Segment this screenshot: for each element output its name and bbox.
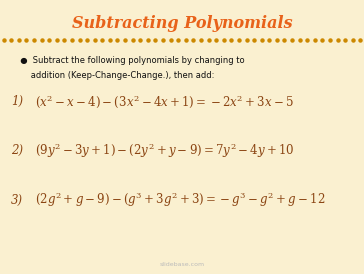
Text: $(9y^2 - 3y + 1) - (2y^2 + y - 9) = 7y^2 - 4y + 10$: $(9y^2 - 3y + 1) - (2y^2 + y - 9) = 7y^2… — [35, 141, 294, 160]
Text: 1): 1) — [11, 95, 23, 108]
Text: 2): 2) — [11, 144, 23, 157]
Text: 3): 3) — [11, 193, 23, 207]
Text: ●  Subtract the following polynomials by changing to: ● Subtract the following polynomials by … — [15, 56, 244, 65]
Text: $(2g^2 + g - 9) - (g^3 + 3g^2 + 3) = -g^3 - g^2 + g - 12$: $(2g^2 + g - 9) - (g^3 + 3g^2 + 3) = -g^… — [35, 191, 325, 209]
Text: Subtracting Polynomials: Subtracting Polynomials — [72, 15, 292, 32]
Text: $(x^2 - x - 4) - (3x^2 - 4x + 1) = -2x^2 + 3x - 5$: $(x^2 - x - 4) - (3x^2 - 4x + 1) = -2x^2… — [35, 93, 293, 110]
Text: addition (Keep-Change-Change.), then add:: addition (Keep-Change-Change.), then add… — [15, 71, 214, 80]
Text: slidebase.com: slidebase.com — [159, 262, 205, 267]
